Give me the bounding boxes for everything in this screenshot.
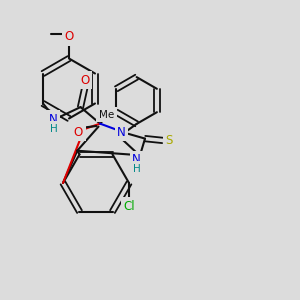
Text: N: N [49, 112, 58, 126]
Text: O: O [64, 30, 74, 44]
Text: H: H [50, 124, 58, 134]
Text: S: S [165, 134, 173, 147]
Text: Cl: Cl [123, 200, 135, 213]
Text: O: O [74, 125, 83, 139]
Text: H: H [133, 164, 140, 174]
Text: O: O [80, 74, 90, 87]
Text: Me: Me [99, 110, 114, 120]
Text: N: N [132, 153, 141, 166]
Text: N: N [117, 125, 126, 139]
